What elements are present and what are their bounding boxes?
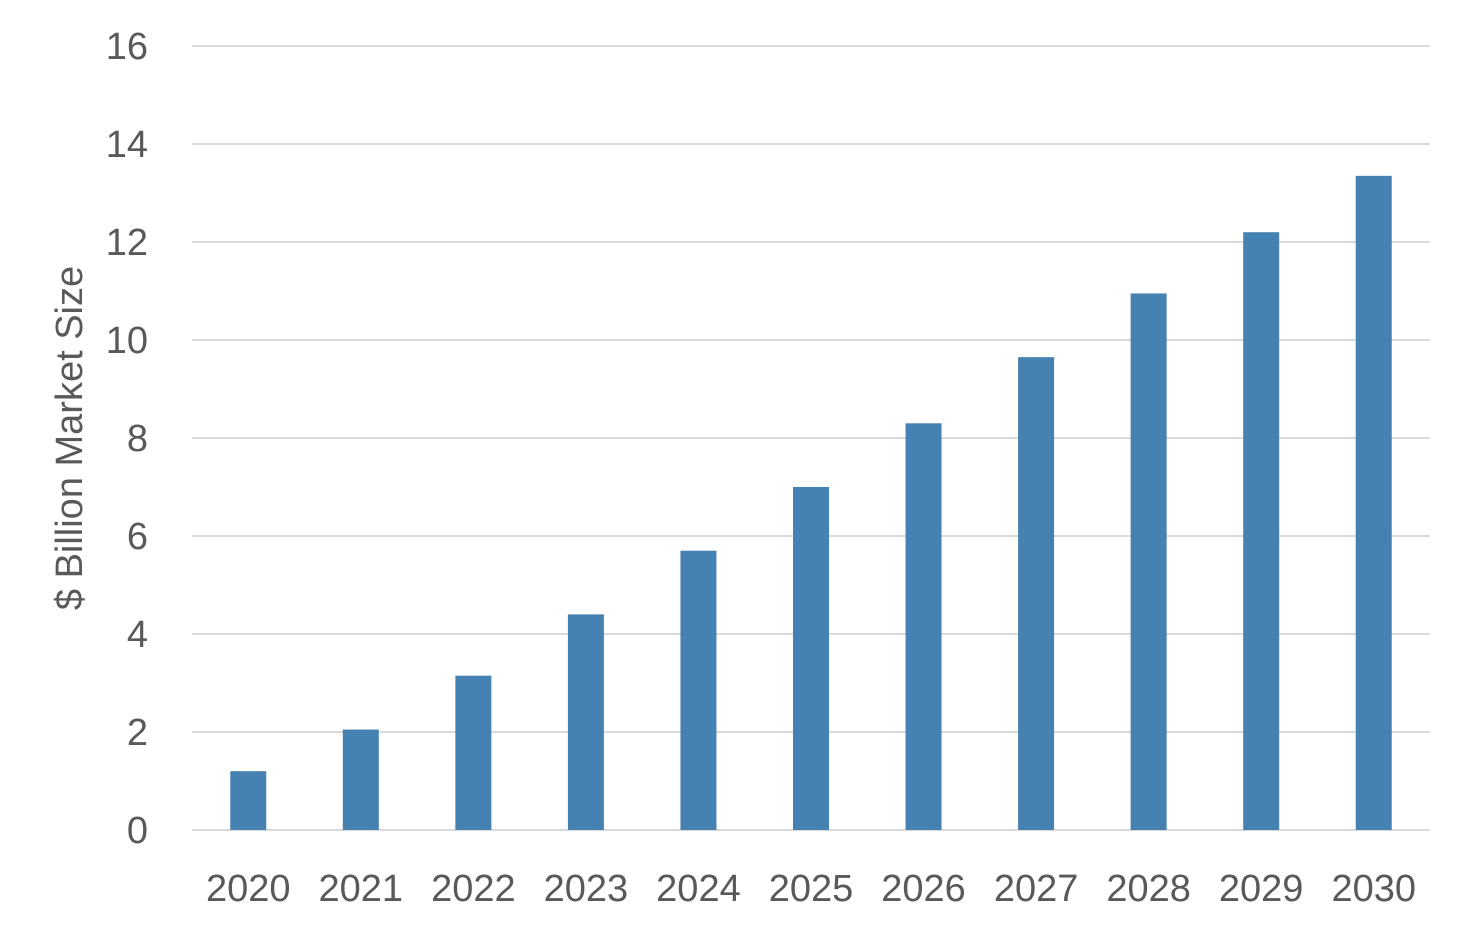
x-tick-label-2022: 2022: [431, 868, 516, 910]
y-axis-title: $ Billion Market Size: [49, 266, 91, 610]
x-tick-label-2025: 2025: [769, 868, 854, 910]
x-tick-label-2021: 2021: [319, 868, 404, 910]
y-axis-ticks: 0 2 4 6 8 10 12 14 16: [106, 26, 148, 852]
bar-2027: [1018, 357, 1055, 830]
x-axis-ticks: 2020 2021 2022 2023 2024 2025 2026 2027 2028 2029…: [206, 868, 1416, 910]
x-tick-label-2026: 2026: [881, 868, 966, 910]
bar-2022: [455, 675, 492, 830]
x-tick-label-2030: 2030: [1331, 868, 1416, 910]
y-tick-label: 16: [106, 26, 148, 68]
bar-2021: [342, 729, 379, 830]
y-tick-label: 12: [106, 222, 148, 264]
x-tick-label-2024: 2024: [656, 868, 741, 910]
y-tick-label: 2: [127, 712, 148, 754]
bar-2020: [230, 771, 267, 830]
bars: [230, 175, 1392, 831]
x-tick-label-2029: 2029: [1219, 868, 1304, 910]
y-tick-label: 6: [127, 516, 148, 558]
bar-2029: [1243, 232, 1280, 830]
y-tick-label: 10: [106, 320, 148, 362]
y-tick-label: 4: [127, 614, 148, 656]
bar-2030: [1355, 175, 1392, 831]
x-tick-label-2020: 2020: [206, 868, 291, 910]
y-tick-label: 0: [127, 810, 148, 852]
gridlines: [192, 45, 1430, 831]
y-tick-label: 8: [127, 418, 148, 460]
bar-2024: [680, 550, 717, 830]
x-tick-label-2023: 2023: [544, 868, 629, 910]
y-tick-label: 14: [106, 124, 148, 166]
bar-2023: [567, 614, 604, 830]
x-tick-label-2027: 2027: [994, 868, 1079, 910]
bar-2028: [1130, 293, 1167, 830]
bar-2026: [905, 423, 942, 830]
x-tick-label-2028: 2028: [1106, 868, 1191, 910]
bar-2025: [793, 487, 829, 830]
